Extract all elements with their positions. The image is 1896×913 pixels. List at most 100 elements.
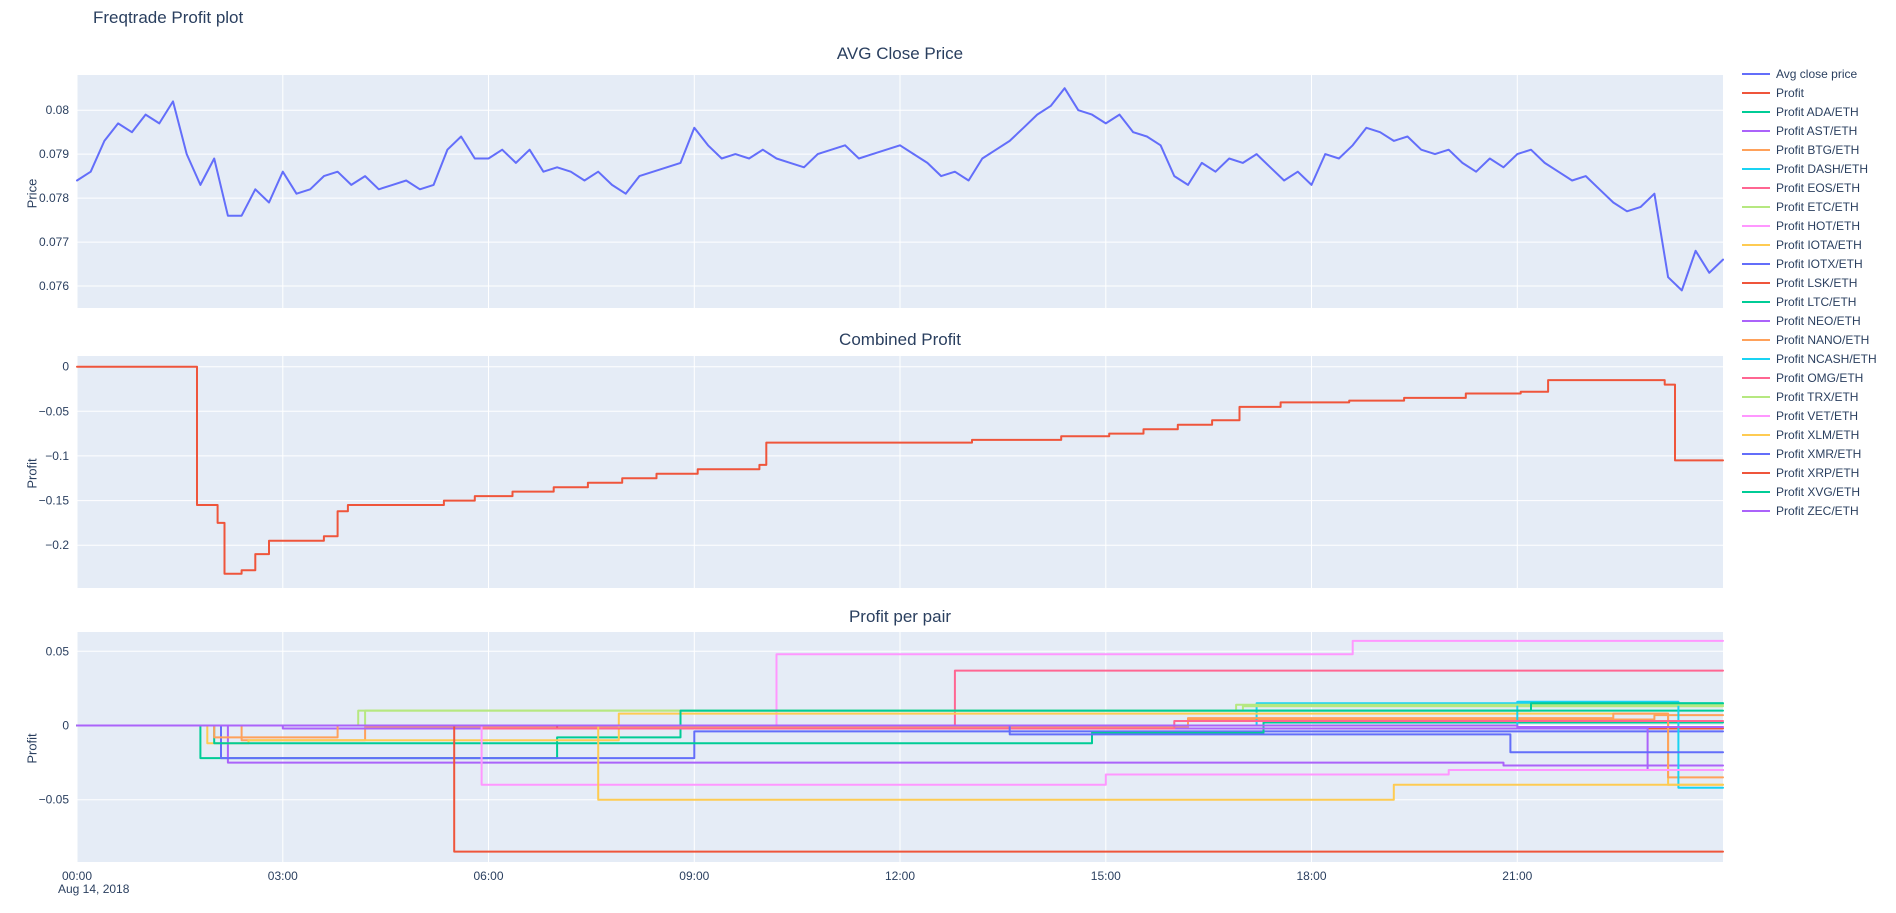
y-tick-label: 0.08 — [46, 103, 70, 117]
legend-label: Profit NANO/ETH — [1776, 332, 1870, 347]
legend-line-swatch — [1742, 148, 1770, 151]
legend-line-swatch — [1742, 395, 1770, 398]
legend-label: Profit LSK/ETH — [1776, 275, 1858, 290]
legend-line-swatch — [1742, 471, 1770, 474]
series-profit-btg-eth[interactable] — [76, 714, 1724, 742]
legend-line-swatch — [1742, 224, 1770, 227]
legend-item[interactable]: Profit OMG/ETH — [1742, 368, 1896, 387]
legend-item[interactable]: Profit AST/ETH — [1742, 121, 1896, 140]
x-tick-label: 03:00 — [268, 869, 298, 883]
legend-line-swatch — [1742, 414, 1770, 417]
legend-line-swatch — [1742, 243, 1770, 246]
legend-label: Profit ZEC/ETH — [1776, 503, 1859, 518]
subplot-title-profit-per-pair: Profit per pair — [848, 607, 952, 626]
legend-label: Profit BTG/ETH — [1776, 142, 1860, 157]
legend-item[interactable]: Profit IOTX/ETH — [1742, 254, 1896, 273]
legend-item[interactable]: Profit VET/ETH — [1742, 406, 1896, 425]
legend-label: Profit TRX/ETH — [1776, 389, 1859, 404]
legend-label: Profit NEO/ETH — [1776, 313, 1861, 328]
legend-line-swatch — [1742, 72, 1770, 75]
legend-item[interactable]: Profit XLM/ETH — [1742, 425, 1896, 444]
legend-line-swatch — [1742, 490, 1770, 493]
legend-label: Profit XLM/ETH — [1776, 427, 1860, 442]
x-tick-label: 00:00 — [62, 869, 92, 883]
legend-item[interactable]: Profit XVG/ETH — [1742, 482, 1896, 501]
legend-item[interactable]: Profit BTG/ETH — [1742, 140, 1896, 159]
y-tick-label: 0.077 — [39, 235, 69, 249]
avg-close-price-plot[interactable]: 0.076 0.077 0.078 0.079 0.08 — [39, 75, 1724, 308]
legend-label: Profit IOTA/ETH — [1776, 237, 1862, 252]
legend-item[interactable]: Profit ZEC/ETH — [1742, 501, 1896, 520]
legend: Avg close price Profit Profit ADA/ETH Profi… — [1742, 64, 1896, 520]
y-tick-label: 0.05 — [46, 644, 70, 658]
series-profit-vet-eth[interactable] — [76, 724, 1724, 786]
legend-line-swatch — [1742, 376, 1770, 379]
legend-line-swatch — [1742, 357, 1770, 360]
page-title: Freqtrade Profit plot — [93, 8, 244, 27]
y-tick-label: 0.078 — [39, 191, 69, 205]
x-tick-label: 06:00 — [473, 869, 503, 883]
y-axis-label-price: Price — [24, 178, 40, 209]
legend-line-swatch — [1742, 110, 1770, 113]
x-tick-label: 09:00 — [679, 869, 709, 883]
legend-line-swatch — [1742, 205, 1770, 208]
legend-label: Profit NCASH/ETH — [1776, 351, 1877, 366]
combined-profit-plot[interactable]: 0 −0.05 −0.1 −0.15 −0.2 — [39, 356, 1724, 588]
subplot-title-combined-profit: Combined Profit — [839, 330, 961, 349]
legend-item[interactable]: Profit — [1742, 83, 1896, 102]
y-tick-label: −0.2 — [45, 538, 69, 552]
legend-label: Profit AST/ETH — [1776, 123, 1858, 138]
legend-label: Profit VET/ETH — [1776, 408, 1859, 423]
legend-item[interactable]: Avg close price — [1742, 64, 1896, 83]
legend-item[interactable]: Profit EOS/ETH — [1742, 178, 1896, 197]
legend-label: Profit — [1776, 85, 1805, 100]
legend-label: Profit ADA/ETH — [1776, 104, 1859, 119]
legend-item[interactable]: Profit NEO/ETH — [1742, 311, 1896, 330]
x-axis-date-label: Aug 14, 2018 — [58, 882, 130, 896]
y-tick-label: 0.079 — [39, 147, 69, 161]
legend-line-swatch — [1742, 433, 1770, 436]
y-tick-label: −0.1 — [45, 449, 69, 463]
legend-line-swatch — [1742, 509, 1770, 512]
legend-item[interactable]: Profit LSK/ETH — [1742, 273, 1896, 292]
y-tick-label: −0.15 — [39, 494, 70, 508]
legend-item[interactable]: Profit LTC/ETH — [1742, 292, 1896, 311]
legend-line-swatch — [1742, 338, 1770, 341]
legend-line-swatch — [1742, 167, 1770, 170]
legend-label: Profit ETC/ETH — [1776, 199, 1859, 214]
legend-item[interactable]: Profit DASH/ETH — [1742, 159, 1896, 178]
legend-item[interactable]: Profit NANO/ETH — [1742, 330, 1896, 349]
legend-label: Profit XRP/ETH — [1776, 465, 1860, 480]
profit-per-pair-plot[interactable]: 0.05 0 −0.05 00:00 03:00 06:00 09:00 12:00 15:00… — [39, 632, 1724, 883]
legend-label: Profit OMG/ETH — [1776, 370, 1864, 385]
legend-label: Profit DASH/ETH — [1776, 161, 1869, 176]
legend-item[interactable]: Profit TRX/ETH — [1742, 387, 1896, 406]
x-tick-label: 21:00 — [1502, 869, 1532, 883]
series-profit[interactable] — [76, 365, 1724, 575]
legend-line-swatch — [1742, 452, 1770, 455]
legend-item[interactable]: Profit XMR/ETH — [1742, 444, 1896, 463]
legend-label: Profit LTC/ETH — [1776, 294, 1857, 309]
legend-label: Profit IOTX/ETH — [1776, 256, 1863, 271]
x-tick-label: 18:00 — [1296, 869, 1326, 883]
legend-item[interactable]: Profit IOTA/ETH — [1742, 235, 1896, 254]
y-tick-label: −0.05 — [39, 404, 70, 418]
y-tick-label: 0.076 — [39, 279, 69, 293]
series-avg-close-price[interactable] — [76, 87, 1724, 292]
y-tick-label: 0 — [62, 360, 69, 374]
legend-label: Avg close price — [1776, 66, 1858, 81]
legend-label: Profit XMR/ETH — [1776, 446, 1862, 461]
legend-item[interactable]: Profit ADA/ETH — [1742, 102, 1896, 121]
series-profit-zec-eth[interactable] — [76, 724, 1724, 728]
legend-label: Profit HOT/ETH — [1776, 218, 1861, 233]
y-tick-label: 0 — [62, 719, 69, 733]
subplot-title-avg-close-price: AVG Close Price — [836, 44, 964, 63]
legend-item[interactable]: Profit NCASH/ETH — [1742, 349, 1896, 368]
legend-item[interactable]: Profit ETC/ETH — [1742, 197, 1896, 216]
y-axis-label-pair-profit: Profit — [24, 733, 40, 764]
y-tick-label: −0.05 — [39, 793, 70, 807]
legend-line-swatch — [1742, 186, 1770, 189]
legend-item[interactable]: Profit HOT/ETH — [1742, 216, 1896, 235]
legend-item[interactable]: Profit XRP/ETH — [1742, 463, 1896, 482]
